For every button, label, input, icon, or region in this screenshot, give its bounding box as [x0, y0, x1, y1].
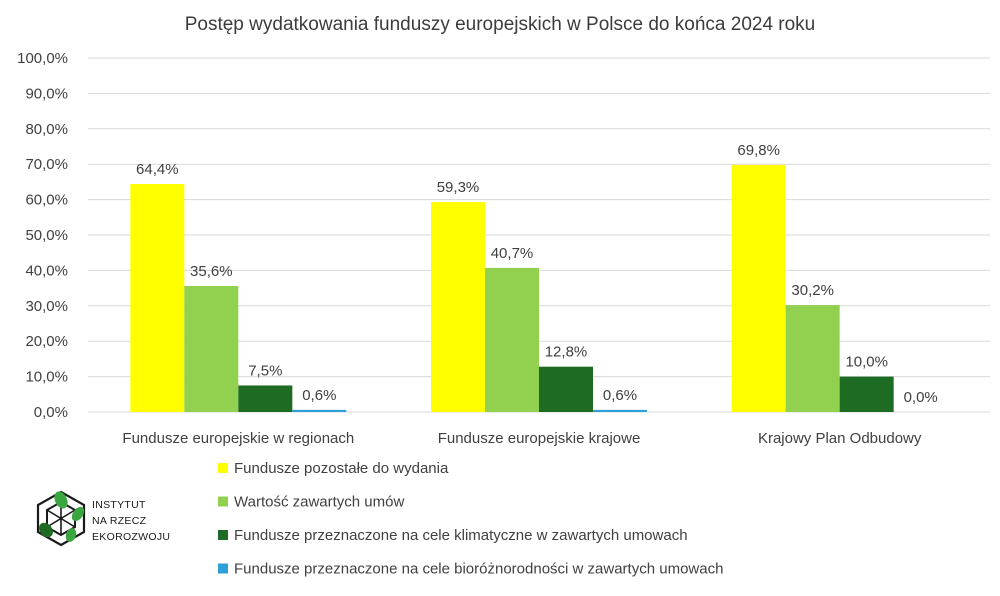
x-category-label: Fundusze europejskie w regionach — [122, 430, 354, 447]
data-label: 0,6% — [302, 387, 336, 404]
bars — [130, 164, 894, 412]
y-tick-label: 90,0% — [25, 85, 68, 102]
legend-swatch — [218, 496, 228, 507]
data-label: 59,3% — [437, 179, 480, 196]
bar — [130, 184, 185, 412]
legend-swatch — [218, 463, 228, 473]
data-label: 7,5% — [248, 362, 282, 379]
y-tick-label: 40,0% — [25, 262, 68, 279]
legend-entry: Fundusze przeznaczone na cele klimatyczn… — [234, 527, 688, 544]
chart-title: Postęp wydatkowania funduszy europejskic… — [185, 14, 816, 35]
y-tick-label: 20,0% — [25, 333, 68, 350]
bar — [539, 366, 593, 412]
y-tick-label: 50,0% — [25, 227, 68, 244]
y-tick-label: 80,0% — [25, 121, 68, 138]
bar — [431, 202, 485, 412]
x-category-label: Fundusze europejskie krajowe — [438, 430, 641, 447]
legend-swatch — [218, 530, 228, 540]
logo-text-line1: INSTYTUT — [92, 499, 146, 511]
y-axis-ticks: 0,0% 10,0% 20,0% 30,0% 40,0% 50,0% 60,0% 70,0% 8… — [17, 50, 68, 421]
data-label: 0,0% — [904, 389, 938, 406]
bar — [184, 285, 239, 412]
bar — [785, 305, 840, 412]
y-tick-label: 10,0% — [25, 369, 68, 386]
legend-swatch — [218, 563, 228, 574]
y-tick-label: 60,0% — [25, 192, 68, 209]
data-labels: 64,4% 35,6% 7,5% 0,6% 59,3% 40,7% 12,8% 0,6% 69,… — [136, 142, 938, 406]
y-tick-label: 0,0% — [34, 404, 68, 421]
data-label: 0,6% — [603, 387, 637, 404]
logo-text-line3: EKOROZWOJU — [92, 531, 170, 543]
bar — [731, 164, 786, 412]
data-label: 40,7% — [491, 245, 534, 262]
x-category-label: Krajowy Plan Odbudowy — [758, 430, 922, 447]
bar — [292, 409, 347, 412]
bar — [238, 385, 293, 412]
y-tick-label: 70,0% — [25, 156, 68, 173]
logo: INSTYTUT NA RZECZ EKOROZWOJU — [36, 490, 170, 547]
data-label: 30,2% — [791, 282, 834, 299]
legend-entry: Wartość zawartych umów — [234, 494, 404, 511]
data-label: 64,4% — [136, 161, 179, 178]
legend-entry: Fundusze przeznaczone na cele bioróżnoro… — [234, 561, 723, 578]
data-label: 35,6% — [190, 263, 233, 280]
legend: Fundusze pozostałe do wydania Wartość zaw… — [218, 460, 723, 578]
data-label: 69,8% — [737, 142, 780, 159]
data-label: 10,0% — [845, 354, 888, 371]
logo-leaf-icon — [36, 490, 86, 547]
y-tick-label: 100,0% — [17, 50, 68, 67]
bar — [593, 409, 647, 412]
y-tick-label: 30,0% — [25, 298, 68, 315]
data-label: 12,8% — [545, 344, 588, 361]
x-axis-categories: Fundusze europejskie w regionach Fundusze… — [122, 430, 921, 447]
legend-entry: Fundusze pozostałe do wydania — [234, 460, 449, 477]
logo-text-line2: NA RZECZ — [92, 515, 147, 527]
bar — [839, 376, 894, 412]
bar — [485, 267, 539, 412]
